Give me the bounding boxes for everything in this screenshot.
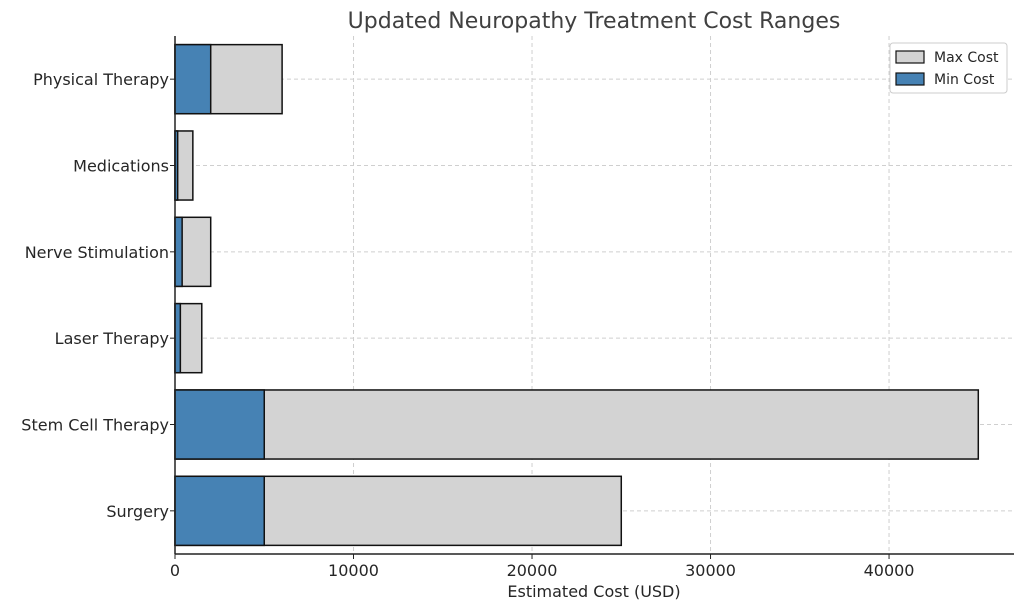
bar-min-cost-nerve-stimulation (174, 216, 183, 288)
x-tick-label: 20000 (507, 561, 558, 580)
x-tick-label: 10000 (328, 561, 379, 580)
bars-layer (174, 43, 980, 547)
legend-label-max-cost: Max Cost (934, 50, 999, 66)
x-axis-label: Estimated Cost (USD) (507, 582, 680, 601)
x-tick-label: 40000 (864, 561, 915, 580)
legend-swatch-max-cost (895, 50, 925, 64)
legend-swatch-min-cost (895, 72, 925, 86)
bar-max-cost-stem-cell-therapy (174, 389, 980, 460)
bar-min-cost-stem-cell-therapy (174, 389, 266, 460)
legend-label-min-cost: Min Cost (934, 72, 995, 88)
y-tick-label-physical-therapy: Physical Therapy (33, 70, 169, 89)
x-tick-label: 30000 (685, 561, 736, 580)
bar-min-cost-physical-therapy (174, 43, 212, 115)
y-tick-label-stem-cell-therapy: Stem Cell Therapy (21, 416, 169, 435)
y-tick-label-medications: Medications (73, 157, 169, 176)
axes-layer (174, 36, 1014, 555)
y-tick-label-nerve-stimulation: Nerve Stimulation (25, 243, 169, 262)
bar-min-cost-laser-therapy (174, 302, 182, 374)
y-tick-label-surgery: Surgery (106, 502, 169, 521)
x-tick-label: 0 (170, 561, 180, 580)
y-tick-label-laser-therapy: Laser Therapy (55, 329, 169, 348)
ticks-layer: 0 10000 20000 30000 40000 Surgery Stem Cell Th… (21, 70, 914, 580)
chart-title: Updated Neuropathy Treatment Cost Ranges (348, 9, 841, 34)
bar-min-cost-surgery (174, 475, 266, 547)
legend: Max Cost Min Cost (889, 42, 1008, 94)
